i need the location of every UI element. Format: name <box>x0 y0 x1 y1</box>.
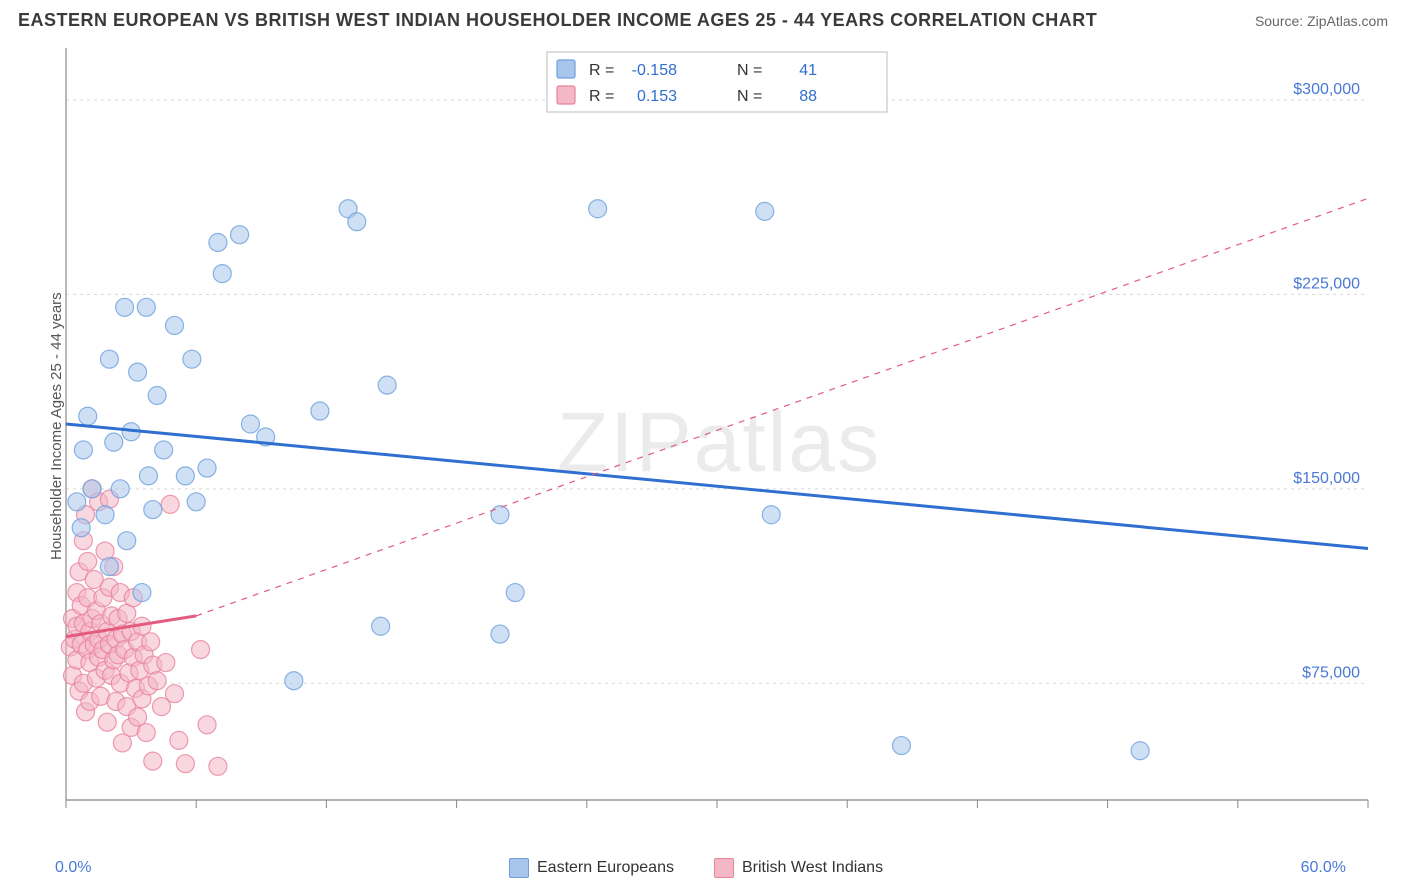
scatter-chart: $75,000 $150,000 $225,000 $300,000 R = -0.158… <box>18 40 1388 830</box>
x-axis-max-label: 60.0% <box>1301 859 1346 877</box>
swatch-blue <box>509 858 529 878</box>
bottom-axis-legend: 0.0% Eastern Europeans British West Indi… <box>0 858 1406 878</box>
svg-text:$75,000: $75,000 <box>1302 664 1360 681</box>
legend-item-blue: Eastern Europeans <box>509 858 674 878</box>
svg-text:0.153: 0.153 <box>637 88 677 105</box>
svg-text:$225,000: $225,000 <box>1293 275 1360 292</box>
legend-label-pink: British West Indians <box>742 859 883 877</box>
legend-item-pink: British West Indians <box>714 858 883 878</box>
svg-text:-0.158: -0.158 <box>632 62 677 79</box>
y-axis-label: Householder Income Ages 25 - 44 years <box>48 292 65 560</box>
svg-text:R =: R = <box>589 62 614 79</box>
svg-text:R =: R = <box>589 88 614 105</box>
svg-text:$150,000: $150,000 <box>1293 470 1360 487</box>
svg-text:41: 41 <box>799 62 817 79</box>
legend-label-blue: Eastern Europeans <box>537 859 674 877</box>
svg-text:$300,000: $300,000 <box>1293 81 1360 98</box>
swatch-pink <box>714 858 734 878</box>
svg-text:88: 88 <box>799 88 817 105</box>
x-axis-min-label: 0.0% <box>55 859 91 877</box>
svg-text:N =: N = <box>737 88 762 105</box>
chart-title: EASTERN EUROPEAN VS BRITISH WEST INDIAN … <box>18 10 1097 31</box>
svg-text:N =: N = <box>737 62 762 79</box>
source-label: Source: ZipAtlas.com <box>1255 13 1388 29</box>
chart-area: Householder Income Ages 25 - 44 years $7… <box>18 40 1388 832</box>
